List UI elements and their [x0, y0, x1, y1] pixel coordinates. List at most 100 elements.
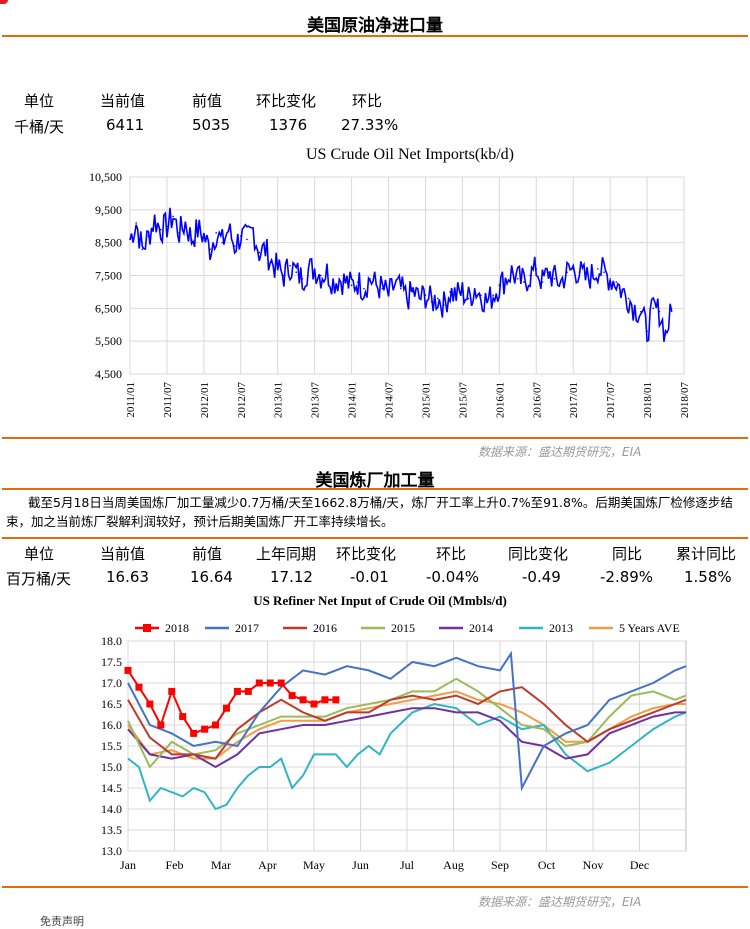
refinery-header-yoy-change: 同比变化 — [508, 545, 569, 563]
imports-data-point — [529, 274, 531, 277]
imports-xtick-label: 2013/07 — [310, 382, 322, 419]
imports-data-point — [363, 287, 365, 290]
imports-data-point — [227, 228, 230, 231]
refinery-header-change: 环比变化 — [336, 545, 397, 563]
imports-data-point — [572, 268, 574, 270]
refinery-header-yoy: 同比 — [612, 545, 643, 563]
series-point-2018 — [233, 687, 241, 695]
imports-chart-title: US Crude Oil Net Imports(kb/d) — [306, 146, 514, 163]
imports-ytick-label: 4,500 — [95, 367, 122, 381]
imports-data-point — [350, 284, 353, 287]
imports-ytick-label: 7,500 — [95, 269, 122, 283]
imports-data-point — [473, 287, 476, 290]
imports-data-point — [135, 222, 137, 224]
imports-value-current: 6411 — [106, 116, 145, 134]
refinery-commentary: 截至5月18日当周美国炼厂加工量减少0.7万桶/天至1662.8万桶/天，炼厂开… — [6, 495, 733, 529]
refinery-value-previous: 16.64 — [190, 568, 233, 586]
imports-header-pct: 环比 — [352, 92, 383, 110]
imports-data-point — [283, 274, 285, 277]
imports-data-point — [159, 228, 162, 231]
imports-data-point — [307, 268, 310, 270]
legend-label-2018: 2018 — [165, 621, 189, 635]
refinery-xtick-label: May — [303, 858, 325, 872]
refinery-value-unit: 百万桶/天 — [6, 570, 72, 588]
legend-label-2015: 2015 — [391, 621, 415, 635]
imports-data-point — [621, 291, 624, 293]
refinery-xtick-label: Feb — [166, 858, 184, 872]
imports-header-change: 环比变化 — [256, 92, 317, 110]
imports-data-point — [172, 215, 174, 218]
imports-data-point — [603, 271, 605, 274]
imports-data-point — [455, 294, 458, 296]
top-edge-mark — [0, 0, 8, 4]
legend-label-5-years-ave: 5 Years AVE — [619, 621, 680, 635]
series-point-2018 — [135, 683, 143, 691]
imports-data-point — [658, 310, 661, 313]
imports-data-point — [412, 291, 414, 293]
imports-ytick-label: 10,500 — [89, 170, 122, 184]
imports-data-point — [418, 297, 421, 300]
refinery-value-pct: -0.04% — [426, 568, 480, 586]
imports-data-point — [492, 294, 494, 296]
refinery-ytick-label: 14.5 — [101, 781, 122, 795]
series-point-2018 — [244, 687, 252, 695]
series-point-2018 — [277, 679, 285, 687]
imports-ytick-label: 5,500 — [95, 334, 122, 348]
imports-data-point — [633, 307, 636, 310]
imports-xtick-label: 2015/01 — [420, 382, 432, 418]
imports-data-point — [289, 264, 291, 267]
imports-data-point — [517, 277, 519, 280]
imports-data-point — [597, 268, 599, 270]
imports-xtick-label: 2017/01 — [568, 382, 580, 418]
section1-top-rule — [2, 35, 748, 37]
imports-data-point — [252, 228, 254, 231]
refinery-xtick-label: Jul — [400, 858, 415, 872]
imports-xtick-label: 2011/07 — [162, 382, 174, 418]
imports-data-point — [270, 261, 273, 264]
imports-data-point — [190, 238, 193, 241]
imports-data-point — [338, 277, 341, 280]
imports-data-point — [590, 274, 593, 277]
imports-data-point — [400, 287, 402, 290]
imports-series-line — [129, 207, 673, 343]
imports-data-point — [166, 225, 168, 228]
imports-summary-table: 单位 当前值 前值 环比变化 环比 千桶/天 6411 5035 1376 27… — [0, 90, 750, 138]
refinery-ytick-label: 15.0 — [101, 760, 122, 774]
series-point-2018 — [201, 725, 209, 733]
legend-label-2016: 2016 — [313, 621, 337, 635]
imports-data-point — [240, 235, 242, 237]
imports-data-point — [646, 330, 648, 333]
refinery-chart-title: US Refiner Net Input of Crude Oil (Mmbls… — [253, 593, 507, 608]
imports-xtick-label: 2016/07 — [531, 382, 543, 419]
legend-label-2014: 2014 — [469, 621, 493, 635]
series-point-2018 — [266, 679, 274, 687]
refinery-value-last-year: 17.12 — [270, 568, 313, 586]
refinery-ytick-label: 13.5 — [101, 823, 122, 837]
imports-data-point — [153, 218, 156, 221]
imports-data-point — [560, 281, 562, 283]
imports-data-point — [406, 297, 408, 300]
imports-data-point — [436, 297, 439, 300]
imports-data-point — [467, 297, 470, 300]
imports-data-point — [375, 284, 378, 287]
imports-data-point — [578, 271, 581, 274]
series-point-2018 — [222, 704, 230, 712]
section2-table-rule — [2, 537, 748, 539]
imports-value-pct: 27.33% — [341, 116, 399, 134]
imports-ytick-label: 8,500 — [95, 236, 122, 250]
section1-source: 数据来源：盛达期货研究，EIA — [478, 445, 642, 459]
refinery-header-cumulative: 累计同比 — [676, 545, 737, 563]
refinery-xtick-label: Apr — [258, 858, 277, 872]
imports-data-point — [510, 271, 513, 274]
imports-data-point — [535, 268, 538, 270]
imports-value-change: 1376 — [269, 116, 308, 134]
section1-bottom-rule — [2, 437, 748, 439]
refinery-ytick-label: 15.5 — [101, 739, 122, 753]
imports-data-point — [523, 281, 525, 283]
imports-data-point — [141, 248, 144, 251]
refinery-value-change: -0.01 — [350, 568, 389, 586]
imports-xtick-label: 2011/01 — [125, 382, 137, 418]
imports-data-point — [424, 294, 427, 296]
refinery-value-yoy: -2.89% — [600, 568, 654, 586]
imports-data-point — [584, 277, 587, 280]
